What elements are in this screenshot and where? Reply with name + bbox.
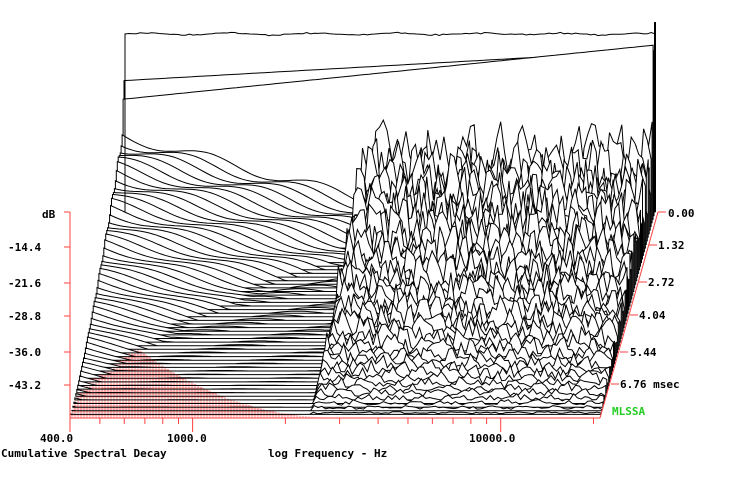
- decay-slice: [70, 411, 602, 415]
- z-tick-label-4: 4.04: [639, 309, 666, 322]
- y-unit-label: dB: [42, 208, 56, 221]
- x-tick-label-1000: 1000.0: [167, 432, 207, 445]
- z-ticks: [611, 211, 666, 385]
- y-tick-label-1: -14.4: [8, 241, 41, 254]
- y-tick-label-5: -43.2: [8, 379, 41, 392]
- decay-slice: [71, 404, 603, 412]
- z-tick-label-6: 6.76 msec: [620, 378, 680, 391]
- x-minor-ticks: [69, 418, 594, 432]
- z-axis-line: [599, 211, 659, 419]
- chart-title: Cumulative Spectral Decay: [1, 447, 167, 460]
- y-tick-label-4: -36.0: [8, 346, 41, 359]
- y-ticks: [64, 211, 70, 386]
- x-axis-title: log Frequency - Hz: [268, 447, 387, 460]
- brand-label: MLSSA: [612, 405, 645, 418]
- y-tick-label-2: -21.6: [8, 277, 41, 290]
- z-tick-label-2: 1.32: [658, 239, 685, 252]
- x-tick-label-400: 400.0: [40, 432, 73, 445]
- z-tick-label-5: 5.44: [630, 346, 657, 359]
- decay-slice: [72, 399, 604, 408]
- z-tick-label-1: 0.00: [668, 207, 695, 220]
- x-tick-label-10000: 10000.0: [469, 432, 515, 445]
- decay-slice: [74, 387, 606, 401]
- z-tick-label-3: 2.72: [648, 276, 675, 289]
- y-tick-label-3: -28.8: [8, 310, 41, 323]
- decay-slice: [73, 392, 605, 404]
- decay-slices: [70, 22, 656, 419]
